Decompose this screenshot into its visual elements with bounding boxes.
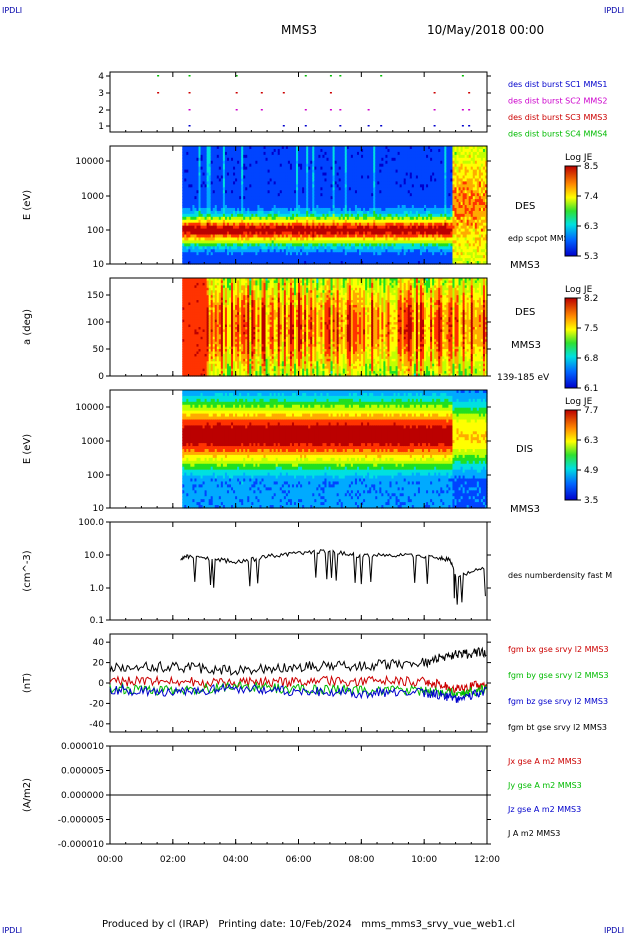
burst-mark xyxy=(157,75,159,77)
burst-mark xyxy=(189,125,191,127)
burst-mark xyxy=(339,125,341,127)
burst-mark xyxy=(380,75,382,77)
burst-mark xyxy=(468,92,470,94)
burst-legend-2: des dist burst SC2 MMS2 xyxy=(508,97,607,106)
burst-ytick-label: 2 xyxy=(98,106,104,116)
burst-mark xyxy=(434,92,436,94)
burst-mark xyxy=(468,125,470,127)
burst-mark xyxy=(330,92,332,94)
burst-frame xyxy=(110,72,487,132)
burst-mark xyxy=(261,109,263,111)
burst-mark xyxy=(283,125,285,127)
burst-legend-4: des dist burst SC4 MMS4 xyxy=(508,130,607,139)
burst-mark xyxy=(236,92,238,94)
burst-legend-3: des dist burst SC3 MMS3 xyxy=(508,113,607,122)
burst-mark xyxy=(261,92,263,94)
burst-mark xyxy=(339,75,341,77)
burst-mark xyxy=(283,92,285,94)
burst-mark xyxy=(434,109,436,111)
burst-mark xyxy=(380,125,382,127)
burst-mark xyxy=(236,109,238,111)
burst-mark xyxy=(462,75,464,77)
burst-ytick-label: 3 xyxy=(98,89,104,99)
burst-mark xyxy=(339,109,341,111)
burst-mark xyxy=(305,125,307,127)
burst-legend-1: des dist burst SC1 MMS1 xyxy=(508,80,607,89)
burst-mark xyxy=(462,125,464,127)
burst-ytick-label: 4 xyxy=(98,72,104,82)
burst-mark xyxy=(305,109,307,111)
burst-mark xyxy=(189,109,191,111)
burst-mark xyxy=(434,125,436,127)
burst-mark xyxy=(189,75,191,77)
burst-mark xyxy=(330,109,332,111)
burst-mark xyxy=(462,109,464,111)
burst-mark xyxy=(330,75,332,77)
burst-mark xyxy=(305,75,307,77)
burst-mark xyxy=(368,109,370,111)
burst-mark xyxy=(157,92,159,94)
chart-canvas: des dist burst SC1 MMS1 des dist burst SC… xyxy=(0,0,630,934)
burst-mark xyxy=(189,92,191,94)
burst-mark xyxy=(368,125,370,127)
burst-ytick-label: 1 xyxy=(98,122,104,132)
burst-mark xyxy=(468,109,470,111)
